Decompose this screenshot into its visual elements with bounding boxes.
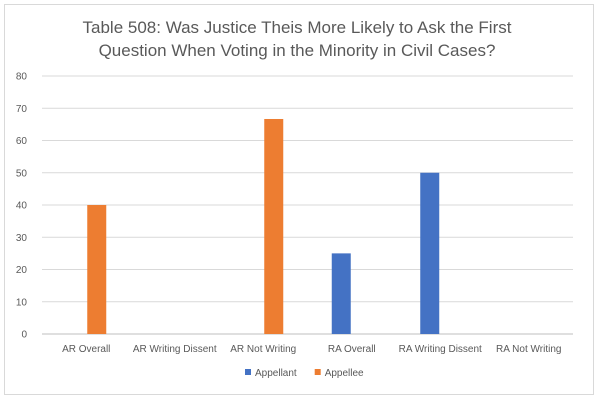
bar [87, 205, 107, 334]
chart-title: Table 508: Was Justice Theis More Likely… [83, 18, 512, 60]
y-tick-label: 10 [16, 297, 28, 308]
bar [264, 118, 284, 334]
y-tick-label: 40 [16, 201, 28, 212]
x-tick-label: AR Writing Dissent [133, 344, 217, 355]
x-tick-label: RA Writing Dissent [399, 344, 482, 355]
x-tick-label: RA Overall [328, 344, 376, 355]
gridlines [42, 75, 573, 335]
legend-swatch [314, 369, 321, 375]
legend-label: Appellee [325, 368, 364, 379]
y-axis-tick-labels: 0 10 20 30 40 50 60 70 80 [16, 72, 28, 341]
legend-swatch [245, 369, 251, 375]
y-tick-label: 50 [16, 168, 28, 179]
chart-title-line-2: Question When Voting in the Minority in … [99, 41, 496, 60]
bars [87, 118, 440, 334]
x-tick-label: AR Not Writing [230, 344, 296, 355]
x-tick-label: RA Not Writing [496, 344, 561, 355]
legend: Appellant Appellee [245, 368, 364, 379]
x-axis-tick-labels: AR Overall AR Writing Dissent AR Not Writi… [62, 344, 561, 355]
y-tick-label: 80 [16, 72, 28, 83]
chart-title-line-1: Table 508: Was Justice Theis More Likely… [83, 18, 512, 37]
bar [331, 253, 351, 334]
legend-label: Appellant [255, 368, 297, 379]
bar [420, 172, 440, 334]
x-tick-label: AR Overall [62, 344, 110, 355]
y-tick-label: 70 [16, 104, 28, 115]
y-tick-label: 60 [16, 136, 28, 147]
y-tick-label: 0 [21, 330, 27, 341]
y-tick-label: 30 [16, 233, 28, 244]
y-tick-label: 20 [16, 265, 28, 276]
